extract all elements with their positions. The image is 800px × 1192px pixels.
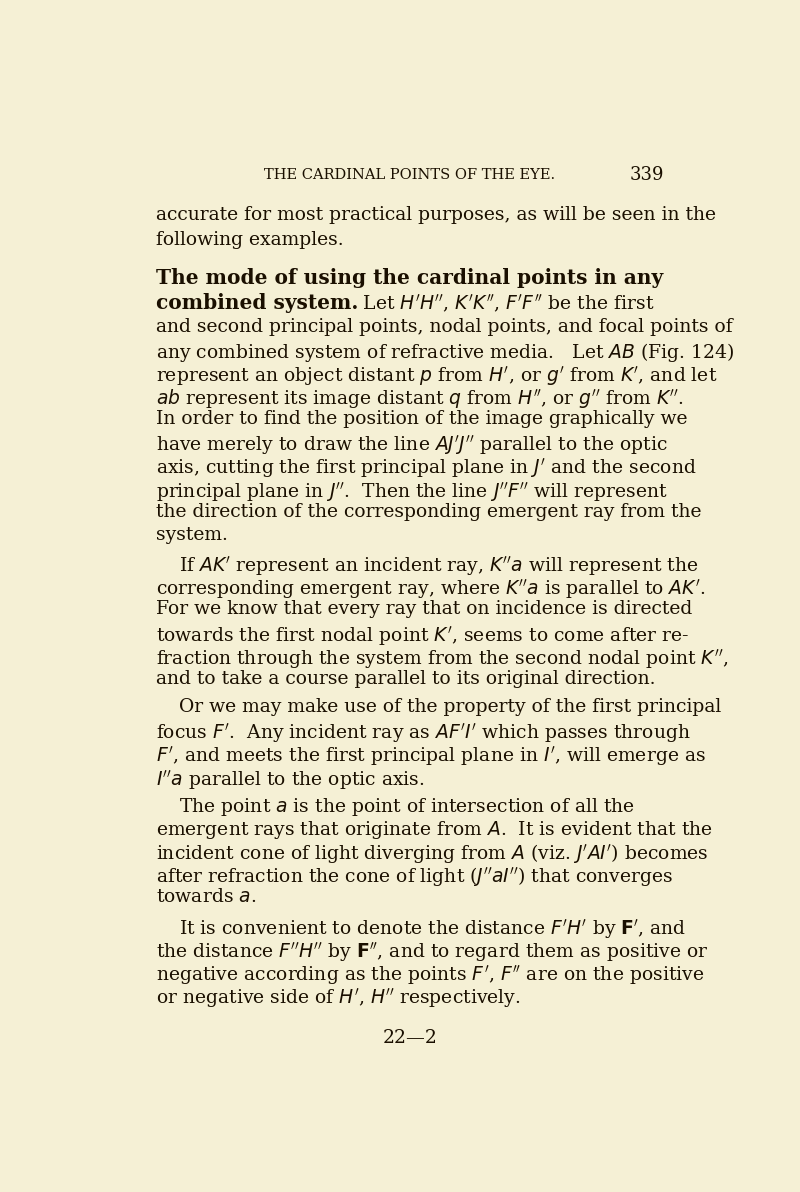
Text: and to take a course parallel to its original direction.: and to take a course parallel to its ori…: [156, 670, 655, 688]
Text: $F'$, and meets the first principal plane in $I'$, will emerge as: $F'$, and meets the first principal plan…: [156, 745, 706, 769]
Text: $ab$ represent its image distant $q$ from $H''$, or $g''$ from $K''$.: $ab$ represent its image distant $q$ fro…: [156, 387, 684, 411]
Text: If $AK'$ represent an incident ray, $K''a$ will represent the: If $AK'$ represent an incident ray, $K''…: [179, 554, 698, 578]
Text: any combined system of refractive media.   Let $AB$ (Fig. 124): any combined system of refractive media.…: [156, 341, 734, 364]
Text: or negative side of $H'$, $H''$ respectively.: or negative side of $H'$, $H''$ respecti…: [156, 986, 520, 1010]
Text: In order to find the position of the image graphically we: In order to find the position of the ima…: [156, 410, 687, 428]
Text: For we know that every ray that on incidence is directed: For we know that every ray that on incid…: [156, 601, 692, 619]
Text: corresponding emergent ray, where $K''a$ is parallel to $AK'$.: corresponding emergent ray, where $K''a$…: [156, 577, 706, 601]
Text: the direction of the corresponding emergent ray from the: the direction of the corresponding emerg…: [156, 503, 702, 521]
Text: represent an object distant $p$ from $H'$, or $g'$ from $K'$, and let: represent an object distant $p$ from $H'…: [156, 364, 718, 389]
Text: towards $a$.: towards $a$.: [156, 888, 256, 906]
Text: following examples.: following examples.: [156, 231, 343, 249]
Text: negative according as the points $F'$, $F''$ are on the positive: negative according as the points $F'$, $…: [156, 963, 704, 987]
Text: axis, cutting the first principal plane in $J'$ and the second: axis, cutting the first principal plane …: [156, 457, 696, 480]
Text: and second principal points, nodal points, and focal points of: and second principal points, nodal point…: [156, 318, 733, 336]
Text: THE CARDINAL POINTS OF THE EYE.: THE CARDINAL POINTS OF THE EYE.: [265, 168, 555, 182]
Text: after refraction the cone of light ($J''aI''$) that converges: after refraction the cone of light ($J''…: [156, 865, 673, 889]
Text: combined system.: combined system.: [156, 293, 358, 313]
Text: towards the first nodal point $K'$, seems to come after re-: towards the first nodal point $K'$, seem…: [156, 623, 689, 647]
Text: fraction through the system from the second nodal point $K''$,: fraction through the system from the sec…: [156, 646, 728, 671]
Text: The point $a$ is the point of intersection of all the: The point $a$ is the point of intersecti…: [179, 796, 635, 818]
Text: 339: 339: [630, 167, 664, 185]
Text: incident cone of light diverging from $A$ (viz. $J'AI'$) becomes: incident cone of light diverging from $A…: [156, 843, 708, 867]
Text: $I''a$ parallel to the optic axis.: $I''a$ parallel to the optic axis.: [156, 768, 425, 791]
Text: Or we may make use of the property of the first principal: Or we may make use of the property of th…: [179, 699, 722, 716]
Text: system.: system.: [156, 526, 228, 544]
Text: emergent rays that originate from $A$.  It is evident that the: emergent rays that originate from $A$. I…: [156, 819, 713, 842]
Text: the distance $F''H''$ by $\mathbf{F}''$, and to regard them as positive or: the distance $F''H''$ by $\mathbf{F}''$,…: [156, 940, 708, 964]
Text: It is convenient to denote the distance $F'H'$ by $\mathbf{F}'$, and: It is convenient to denote the distance …: [179, 917, 686, 940]
Text: principal plane in $J''$.  Then the line $J''F''$ will represent: principal plane in $J''$. Then the line …: [156, 479, 667, 503]
Text: Let $H'H''$, $K'K''$, $F'F''$ be the first: Let $H'H''$, $K'K''$, $F'F''$ be the fir…: [351, 293, 654, 316]
Text: have merely to draw the line $AJ'J''$ parallel to the optic: have merely to draw the line $AJ'J''$ pa…: [156, 434, 667, 458]
Text: 22—2: 22—2: [382, 1029, 438, 1047]
Text: focus $F'$.  Any incident ray as $AF'I'$ which passes through: focus $F'$. Any incident ray as $AF'I'$ …: [156, 721, 690, 745]
Text: accurate for most practical purposes, as will be seen in the: accurate for most practical purposes, as…: [156, 206, 716, 224]
Text: The mode of using the cardinal points in any: The mode of using the cardinal points in…: [157, 268, 663, 287]
